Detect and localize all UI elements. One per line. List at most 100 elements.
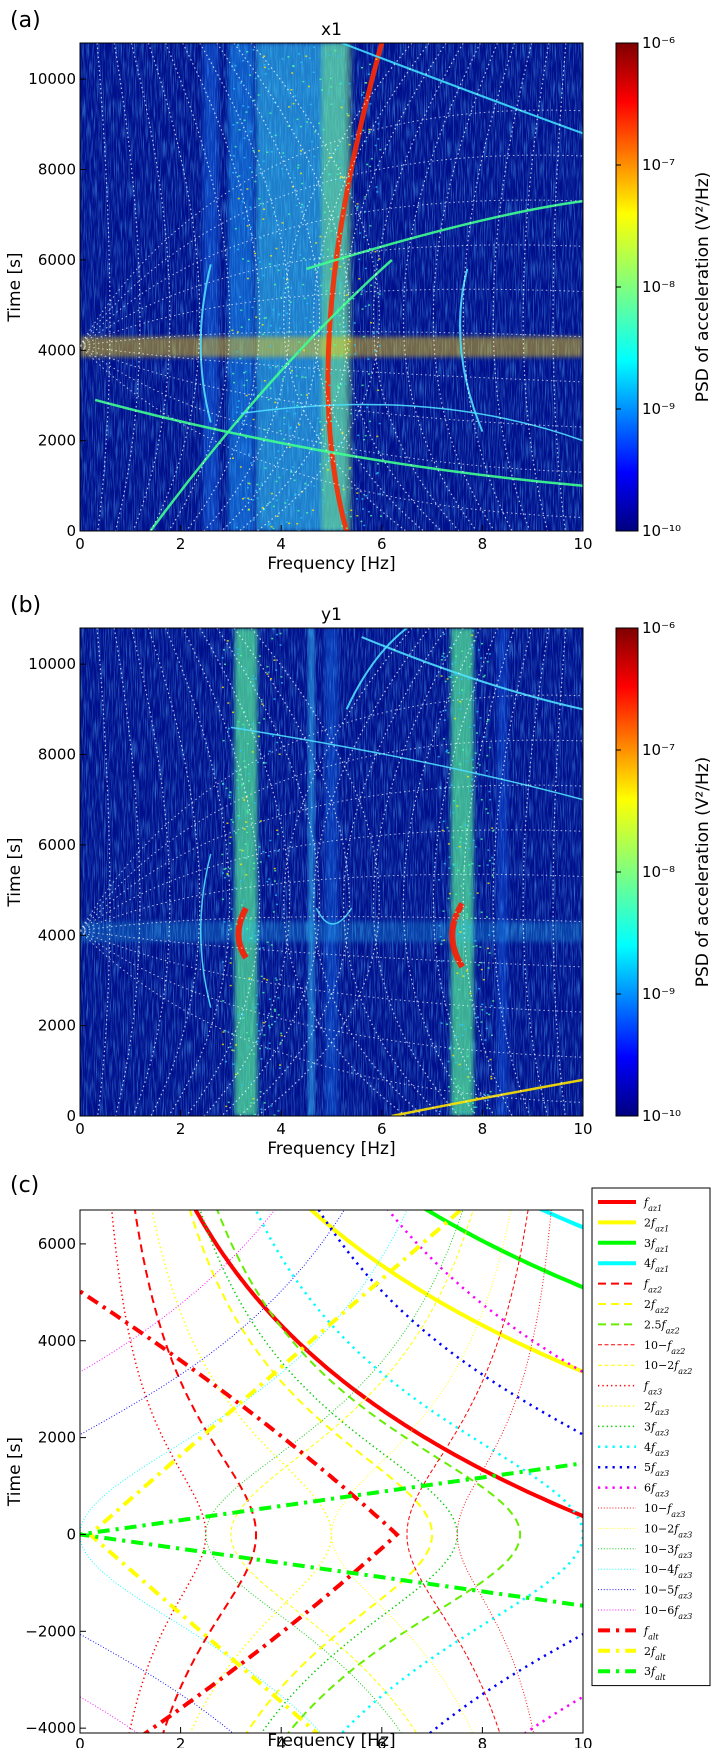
speckle [278,753,281,755]
speckle [443,939,446,942]
y-tick-label: 8000 [38,746,76,764]
speckle [275,398,278,401]
speckle [291,185,294,188]
speckle [314,269,317,271]
speckle [254,77,257,80]
speckle [277,450,280,452]
speckle [289,427,292,430]
speckle [361,289,364,291]
speckle [342,331,345,333]
y-tick-label: −4000 [25,1719,76,1737]
speckle [451,663,454,665]
speckle [479,717,482,719]
speckle [263,66,266,69]
speckle [440,659,443,661]
speckle [319,235,322,238]
speckle [224,1030,227,1032]
x-tick-label: 6 [377,1735,387,1748]
predicted-curve [216,43,320,531]
speckle [327,458,330,461]
speckle [245,821,248,823]
speckle [352,297,355,300]
speckle [362,91,365,94]
speckle [306,121,309,123]
speckle [273,698,276,700]
predicted-curve [80,930,583,1103]
speckle [232,124,235,126]
speckle [379,148,382,151]
speckle [340,176,343,178]
speckle [234,64,237,67]
predicted-curve [343,43,447,531]
speckle [238,175,241,177]
speckle [251,678,254,681]
speckle [251,674,254,677]
speckle [269,387,272,389]
speckle [477,649,480,651]
speckle [252,418,255,421]
speckle [221,657,224,659]
speckle [270,1015,273,1018]
speckle [325,422,328,424]
speckle [261,174,264,176]
speckle [279,1041,282,1044]
speckle [245,857,248,859]
speckle [348,468,351,470]
speckle [469,892,472,895]
speckle [320,325,323,328]
series-line [87,1210,464,1733]
speckle [360,520,363,523]
speckle [476,710,479,713]
speckle [467,1076,470,1078]
speckle [456,805,459,807]
x-tick-label: 0 [75,535,85,553]
speckle [336,385,339,388]
speckle [356,514,359,517]
speckle [273,283,276,286]
speckle [245,111,248,113]
speckle [261,324,264,326]
speckle [464,975,467,977]
speckle [364,305,367,308]
speckle [247,482,250,484]
speckle [268,750,271,753]
speckle [306,511,309,514]
speckle [374,350,377,353]
speckle [258,721,261,724]
speckle [263,977,266,980]
speckle [330,103,333,105]
speckle [486,864,489,866]
speckle [276,903,279,906]
speckle [245,1031,248,1034]
speckle [263,1034,266,1036]
speckle [277,269,280,272]
ridge-curve [361,636,583,711]
legend-label: 3falt [644,1665,666,1682]
speckle [448,856,451,858]
speckle [226,872,229,875]
speckle [245,394,248,397]
speckle [466,913,469,915]
speckle [262,508,265,511]
predicted-curve [199,43,291,531]
speckle [241,200,244,203]
speckle [337,387,340,389]
speckle [477,1016,480,1019]
spectral-band [321,43,352,531]
speckle [339,179,342,182]
speckle [251,234,254,237]
predicted-curve [80,784,583,932]
y-axis-label: Time [s] [5,252,25,322]
speckle [267,855,270,857]
speckle [236,44,239,46]
speckle [255,489,258,492]
speckle [339,314,342,317]
speckle [330,451,333,453]
speckle [258,261,261,263]
speckle [241,849,244,852]
speckle [328,54,331,56]
panel-label: (b) [10,593,41,618]
speckle [287,125,290,128]
speckle [472,896,475,899]
speckle [452,1056,455,1059]
